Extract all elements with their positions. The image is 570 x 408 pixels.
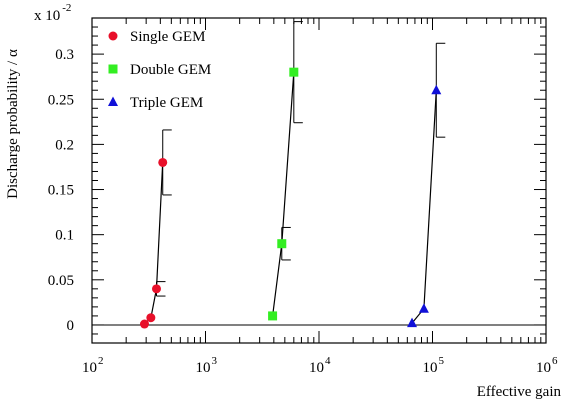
x-axis-ticks: 102 103 104 105 106 — [82, 18, 558, 376]
data-point-circle — [151, 284, 161, 294]
data-point-circle — [158, 157, 168, 167]
y-tick-label: 0 — [67, 318, 75, 334]
x-tick-base: 10 — [82, 360, 97, 376]
data-point-square — [277, 239, 287, 249]
x-tick-exponent: 6 — [552, 355, 558, 367]
y-axis-label: Discharge probability / α — [5, 49, 21, 199]
x-tick-base: 10 — [196, 360, 211, 376]
fit-line-triangle — [411, 90, 437, 324]
x-tick-label: 103 — [196, 355, 218, 376]
legend-label: Single GEM — [130, 29, 205, 45]
x-tick-base: 10 — [423, 360, 438, 376]
data-point-triangle — [418, 303, 429, 313]
legend-marker-triangle — [108, 96, 118, 106]
x-tick-label: 104 — [309, 355, 331, 376]
fit-line-square — [272, 72, 295, 316]
x-tick-exponent: 4 — [325, 355, 331, 367]
legend-marker-circle — [108, 31, 118, 41]
x-tick-base: 10 — [309, 360, 324, 376]
y-tick-label: 0.15 — [48, 183, 74, 199]
y-tick-label: 0.25 — [48, 92, 74, 108]
x-tick-exponent: 2 — [98, 355, 104, 367]
y-multiplier-exponent: -2 — [62, 2, 71, 14]
x-tick-base: 10 — [536, 360, 551, 376]
legend-marker-square — [108, 64, 118, 74]
y-axis-ticks: 0 0.05 0.1 0.15 0.2 0.25 0.3 — [48, 17, 546, 344]
data-point-triangle — [407, 317, 418, 328]
fit-line-circle — [144, 162, 164, 325]
data-point-triangle — [431, 84, 442, 95]
y-multiplier-label: x 10 -2 — [34, 2, 71, 24]
y-tick-label: 0.05 — [48, 273, 74, 289]
x-tick-label: 106 — [536, 355, 558, 376]
data-points — [139, 67, 442, 329]
x-tick-exponent: 3 — [212, 355, 218, 367]
data-point-circle — [146, 313, 156, 323]
x-tick-exponent: 5 — [439, 355, 445, 367]
legend-label: Double GEM — [130, 62, 211, 78]
data-point-square — [289, 67, 299, 77]
x-axis-label: Effective gain — [477, 384, 562, 400]
legend-label: Triple GEM — [130, 95, 203, 111]
data-point-square — [268, 311, 278, 321]
x-tick-label: 102 — [82, 355, 104, 376]
y-tick-label: 0.2 — [55, 137, 74, 153]
x-tick-label: 105 — [423, 355, 445, 376]
y-tick-label: 0.3 — [55, 47, 74, 63]
data-point-circle — [139, 319, 149, 329]
y-tick-label: 0.1 — [55, 228, 74, 244]
legend: Single GEM Double GEM Triple GEM — [108, 29, 211, 111]
